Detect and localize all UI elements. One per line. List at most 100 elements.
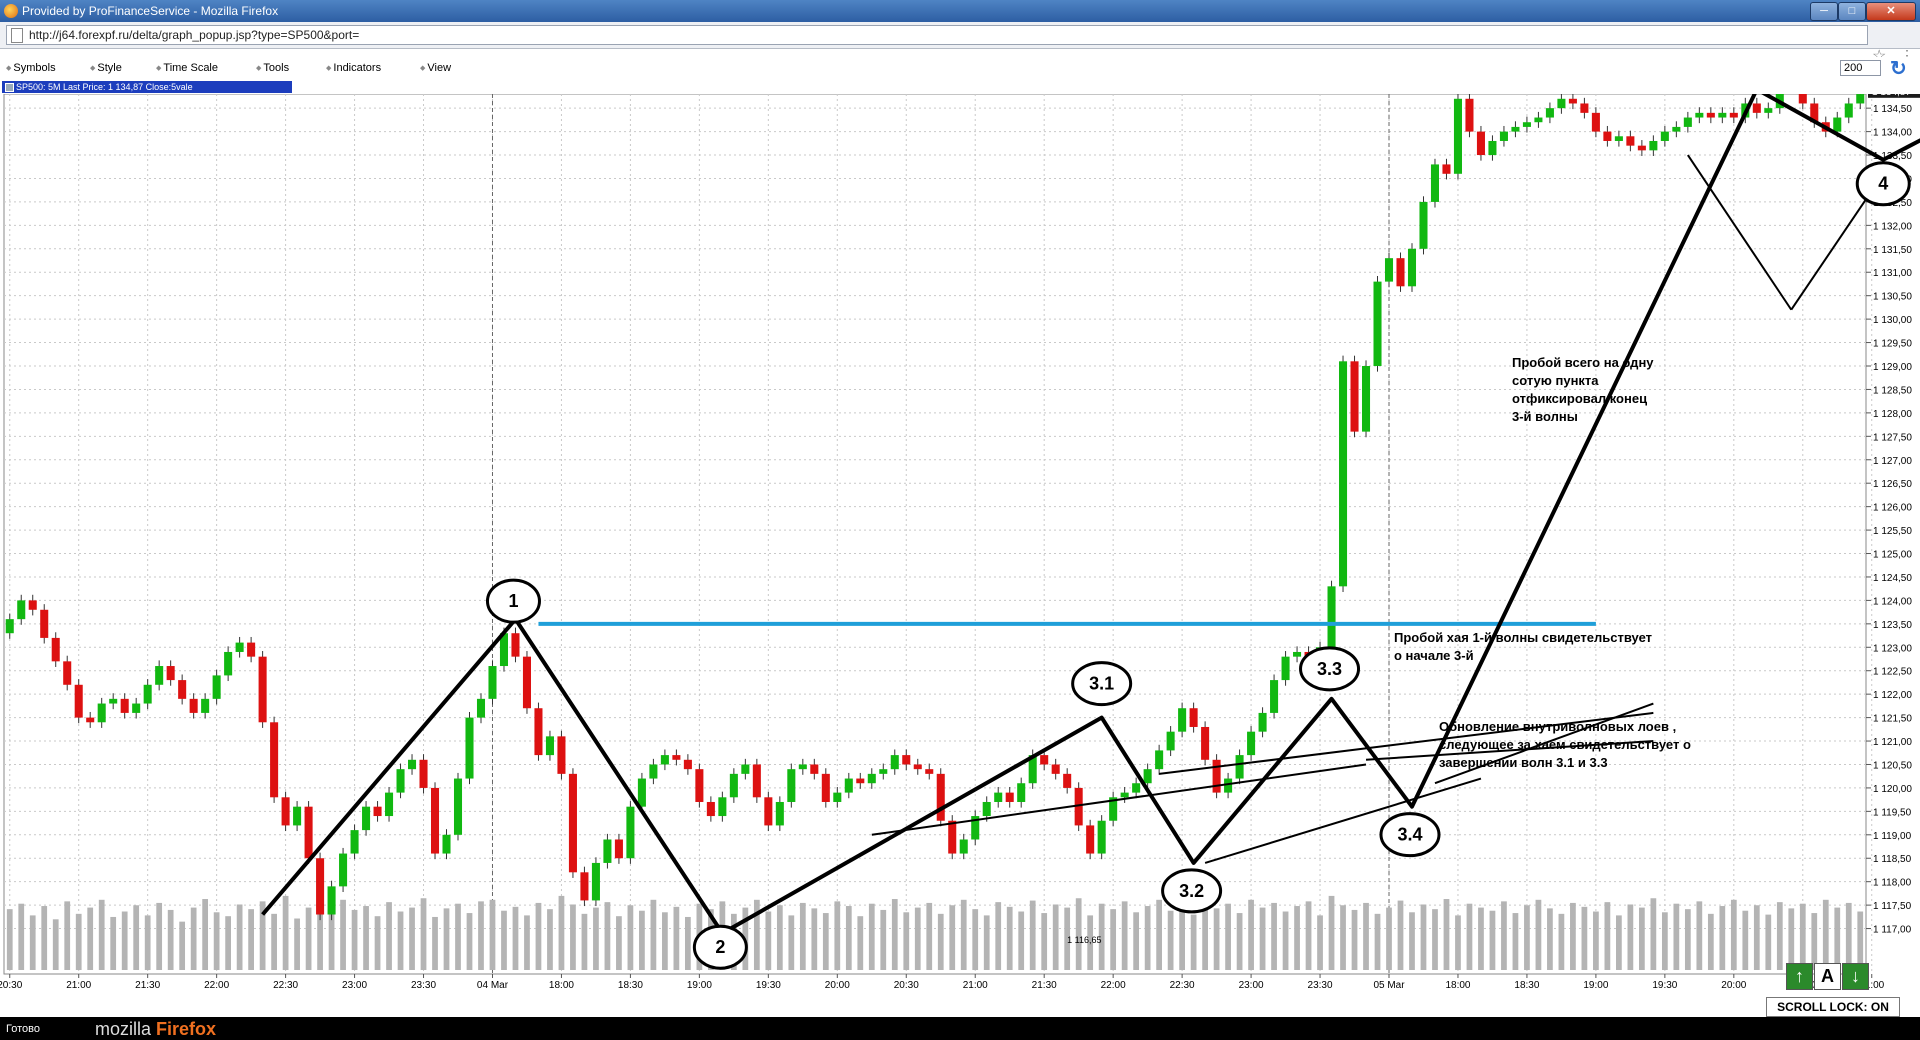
volume-bar xyxy=(271,913,277,970)
wave-label: 3.4 xyxy=(1397,825,1422,845)
volume-bar xyxy=(1455,915,1461,970)
menu-indicators[interactable]: Indicators xyxy=(326,62,381,74)
x-tick-label: 20:00 xyxy=(1721,980,1746,991)
trend-line xyxy=(1365,740,1654,761)
y-tick-label: 1 130,00 xyxy=(1873,315,1912,326)
candlestick-chart[interactable]: 1 117,00 1 117,50 1 118,00 1 118,50 1 119,00… xyxy=(0,94,1920,1014)
last-price-tag xyxy=(1868,94,1920,98)
volume-bar xyxy=(1156,899,1163,970)
scroll-down-button[interactable]: ↓ xyxy=(1842,963,1869,990)
volume-bar xyxy=(386,902,392,970)
status-bar: Готово mozilla Firefox xyxy=(0,1017,1920,1040)
y-tick-label: 1 130,50 xyxy=(1873,292,1912,303)
volume-bar xyxy=(213,912,220,970)
volume-bar xyxy=(1501,901,1507,970)
candle xyxy=(557,736,566,774)
volume-bar xyxy=(1110,909,1117,970)
volume-bar xyxy=(535,902,542,970)
menu-view[interactable]: View xyxy=(420,62,451,74)
volume-bar xyxy=(1466,903,1473,970)
candle xyxy=(270,722,279,798)
y-tick-label: 1 122,50 xyxy=(1873,667,1912,678)
x-tick-label: 23:00 xyxy=(1239,980,1264,991)
volume-bar xyxy=(110,916,117,970)
candle xyxy=(74,684,83,718)
candle xyxy=(1798,94,1807,104)
volume-bar xyxy=(1041,913,1048,970)
volume-bar xyxy=(1742,910,1749,970)
y-tick-label: 1 119,50 xyxy=(1873,807,1912,818)
volume-bar xyxy=(1753,905,1760,970)
volume-bar xyxy=(443,908,450,970)
wave-zigzag xyxy=(261,94,1920,936)
volume-bar xyxy=(1236,913,1243,970)
volume-bar xyxy=(64,901,71,970)
menu-tools[interactable]: Tools xyxy=(256,62,289,74)
volume-bar xyxy=(1627,904,1634,970)
volume-bar xyxy=(1776,902,1783,970)
annotation-note: Пробой хая 1-й волны свидетельствует о на… xyxy=(1394,630,1652,663)
minimize-button[interactable]: ─ xyxy=(1810,2,1838,21)
volume-bar xyxy=(1420,904,1427,970)
trend-line xyxy=(1159,711,1654,775)
volume-bar xyxy=(1673,903,1680,970)
url-input[interactable]: http://j64.forexpf.ru/delta/graph_popup.… xyxy=(6,25,1868,45)
candle xyxy=(258,656,267,723)
candle xyxy=(1178,708,1187,732)
candle xyxy=(1339,361,1348,587)
volume-bar xyxy=(1259,907,1266,970)
candle xyxy=(120,698,129,713)
candle xyxy=(844,778,853,793)
chart-info-label: SP500: 5M Last Price: 1 134,87 Close:5va… xyxy=(2,81,292,93)
wave-label: 1 xyxy=(508,591,518,611)
x-tick-label: 21:00 xyxy=(1859,980,1884,991)
maximize-button[interactable]: □ xyxy=(1838,2,1866,21)
volume-bar xyxy=(248,909,254,970)
x-tick-label: 21:30 xyxy=(1032,980,1057,991)
refresh-icon[interactable]: ↻ xyxy=(1890,58,1907,80)
y-tick-label: 1 124,50 xyxy=(1873,573,1912,584)
volume-bar xyxy=(1558,913,1565,970)
candle xyxy=(1476,131,1485,156)
auto-scale-button[interactable]: A xyxy=(1814,963,1841,990)
y-tick-label: 1 129,00 xyxy=(1873,362,1912,373)
volume-bar xyxy=(1512,913,1519,970)
candle xyxy=(1074,787,1083,826)
candle xyxy=(1086,825,1095,854)
candle xyxy=(17,600,26,620)
candle xyxy=(1522,122,1531,127)
scroll-up-button[interactable]: ↑ xyxy=(1786,963,1813,990)
zoom-input[interactable]: 200 xyxy=(1840,60,1881,76)
volume-bar xyxy=(420,898,427,970)
menu-symbols[interactable]: Symbols xyxy=(6,62,55,74)
candle xyxy=(1361,366,1371,432)
candle xyxy=(178,680,187,699)
menu-time-scale[interactable]: Time Scale xyxy=(156,62,218,74)
volume-bar xyxy=(190,907,197,970)
volume-bar xyxy=(604,902,611,970)
candle xyxy=(224,651,233,676)
candle xyxy=(1683,117,1692,127)
candle xyxy=(396,769,405,793)
candle xyxy=(1235,755,1244,779)
x-tick-label: 21:00 xyxy=(963,980,988,991)
volume-bar xyxy=(1225,903,1231,970)
candle xyxy=(212,675,221,699)
close-button[interactable]: ✕ xyxy=(1866,2,1916,21)
y-tick-label: 1 126,50 xyxy=(1873,479,1912,490)
volume-bar xyxy=(225,916,232,970)
y-tick-label: 1 131,50 xyxy=(1873,245,1912,256)
menu-style[interactable]: Style xyxy=(90,62,121,74)
candle xyxy=(1097,820,1106,854)
candle xyxy=(626,806,635,859)
y-tick-label: 1 120,00 xyxy=(1873,784,1912,795)
volume-bar xyxy=(547,909,553,970)
wave-label-ring xyxy=(485,578,541,624)
volume-bar xyxy=(1167,910,1174,970)
candle xyxy=(1626,136,1635,146)
candle xyxy=(1695,112,1704,118)
x-tick-label: 05 Mar xyxy=(1373,980,1405,991)
volume-bar xyxy=(1707,913,1714,970)
candle xyxy=(1660,131,1669,141)
volume-bar xyxy=(75,913,82,970)
